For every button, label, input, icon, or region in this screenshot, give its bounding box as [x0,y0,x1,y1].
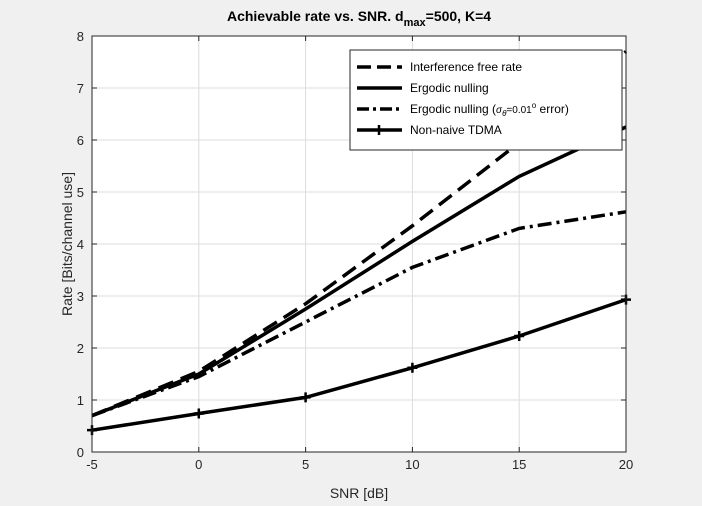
y-tick-label: 5 [77,185,84,200]
legend-label-error-degree: o [532,101,537,110]
series-marker-4 [407,362,418,373]
chart-title-subscript: max [404,17,427,29]
legend-label-error-sigma: σ [496,105,503,116]
series-line-2 [91,125,627,418]
legend-sample-marker [374,125,384,135]
chart-title: Achievable rate vs. SNR. dmax=500, K=4 [227,8,491,29]
legend[interactable]: Interference free rate Ergodic nulling E… [349,49,623,151]
x-tick-label: 5 [302,457,309,472]
y-tick-label: 1 [77,393,84,408]
y-tick-label: 0 [77,445,84,460]
legend-label-interference-free: Interference free rate [410,60,522,74]
series-marker-4 [300,392,311,403]
legend-box [349,49,623,151]
series-marker-4 [514,331,525,342]
y-tick-label: 3 [77,289,84,304]
y-tick-label: 6 [77,133,84,148]
series-marker-4 [193,408,204,419]
chart-title-suffix: =500, K=4 [426,8,492,24]
x-tick-label: 15 [512,457,526,472]
y-tick-label: 4 [77,237,84,252]
legend-label-error-theta: θ [502,109,507,118]
x-tick-label: 20 [619,457,633,472]
x-tick-label: 10 [405,457,419,472]
y-tick-label: 2 [77,341,84,356]
y-tick-label: 8 [77,29,84,44]
legend-label-ergodic-nulling: Ergodic nulling [410,81,489,95]
x-tick-label: -5 [86,457,98,472]
y-tick-label: 7 [77,81,84,96]
legend-label-error-suffix: error) [536,102,569,116]
legend-samples [357,65,402,135]
legend-label-error-prefix: Ergodic nulling ( [410,102,496,116]
legend-label-tdma: Non-naive TDMA [410,123,502,137]
y-axis-label: Rate [Bits/channel use] [59,172,75,316]
legend-label-error-value: =0.01 [506,105,532,116]
x-tick-label: 0 [195,457,202,472]
series-line-3 [91,210,627,418]
series-line-4 [91,297,627,432]
chart-title-prefix: Achievable rate vs. SNR. d [227,8,404,24]
legend-label-ergodic-nulling-error: Ergodic nulling (σθ=0.01o error) [410,101,569,118]
x-axis-label: SNR [dB] [330,485,388,501]
